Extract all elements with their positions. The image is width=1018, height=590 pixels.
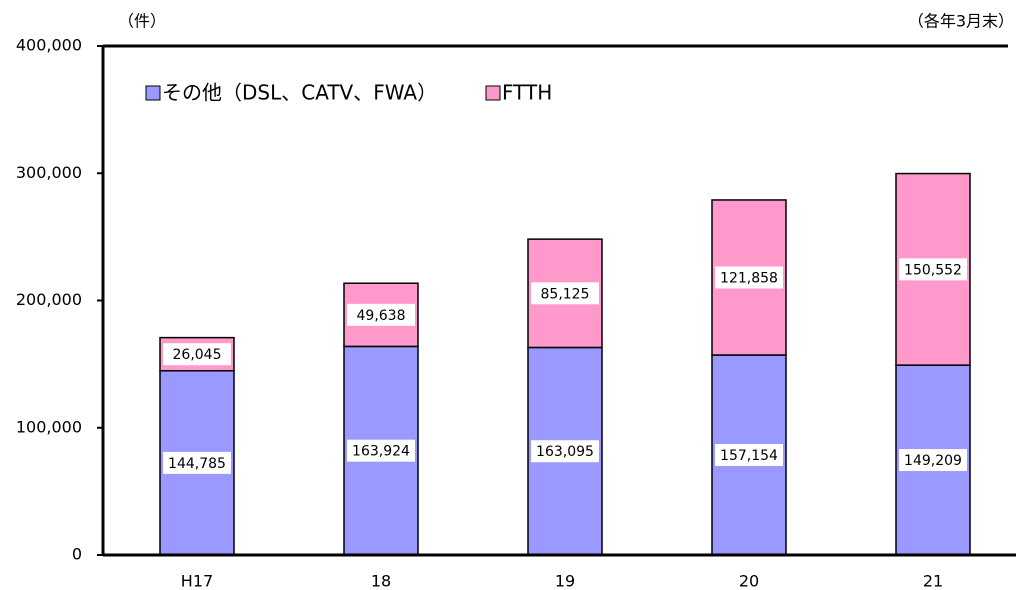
y-tick-label: 400,000 <box>16 36 82 55</box>
legend-label: FTTH <box>502 81 552 105</box>
data-label: 85,125 <box>541 286 590 302</box>
legend-swatch <box>145 85 161 101</box>
data-label-box <box>347 439 415 462</box>
data-label-box <box>531 440 599 463</box>
legend-swatch <box>485 85 501 101</box>
data-label-box <box>163 343 231 366</box>
data-label: 144,785 <box>168 456 226 472</box>
data-label: 150,552 <box>904 262 962 278</box>
data-label: 163,924 <box>352 444 410 460</box>
data-label: 163,095 <box>536 444 594 460</box>
y-tick-label: 200,000 <box>16 290 82 309</box>
data-label: 149,209 <box>904 453 962 469</box>
data-label: 121,858 <box>720 270 778 286</box>
x-tick-label: 21 <box>923 572 943 590</box>
x-tick-label: 20 <box>739 572 759 590</box>
y-tick-label: 300,000 <box>16 163 82 182</box>
note: （各年3月末） <box>908 12 1014 31</box>
data-label-box <box>899 258 967 281</box>
y-tick-label: 100,000 <box>16 417 82 436</box>
data-label: 157,154 <box>720 448 778 464</box>
x-tick-label: 18 <box>371 572 391 590</box>
y-tick-label: 0 <box>72 545 82 564</box>
unit-label: （件） <box>118 12 166 31</box>
x-tick-label: H17 <box>181 572 213 590</box>
data-label-box <box>899 449 967 472</box>
data-label-box <box>531 282 599 305</box>
data-label-box <box>715 444 783 467</box>
data-label-box <box>163 451 231 474</box>
legend-label: その他（DSL、CATV、FWA） <box>162 81 437 105</box>
data-label: 49,638 <box>357 308 406 324</box>
x-tick-label: 19 <box>555 572 575 590</box>
data-label-box <box>715 266 783 289</box>
data-label: 26,045 <box>173 347 222 363</box>
data-label-box <box>347 303 415 326</box>
